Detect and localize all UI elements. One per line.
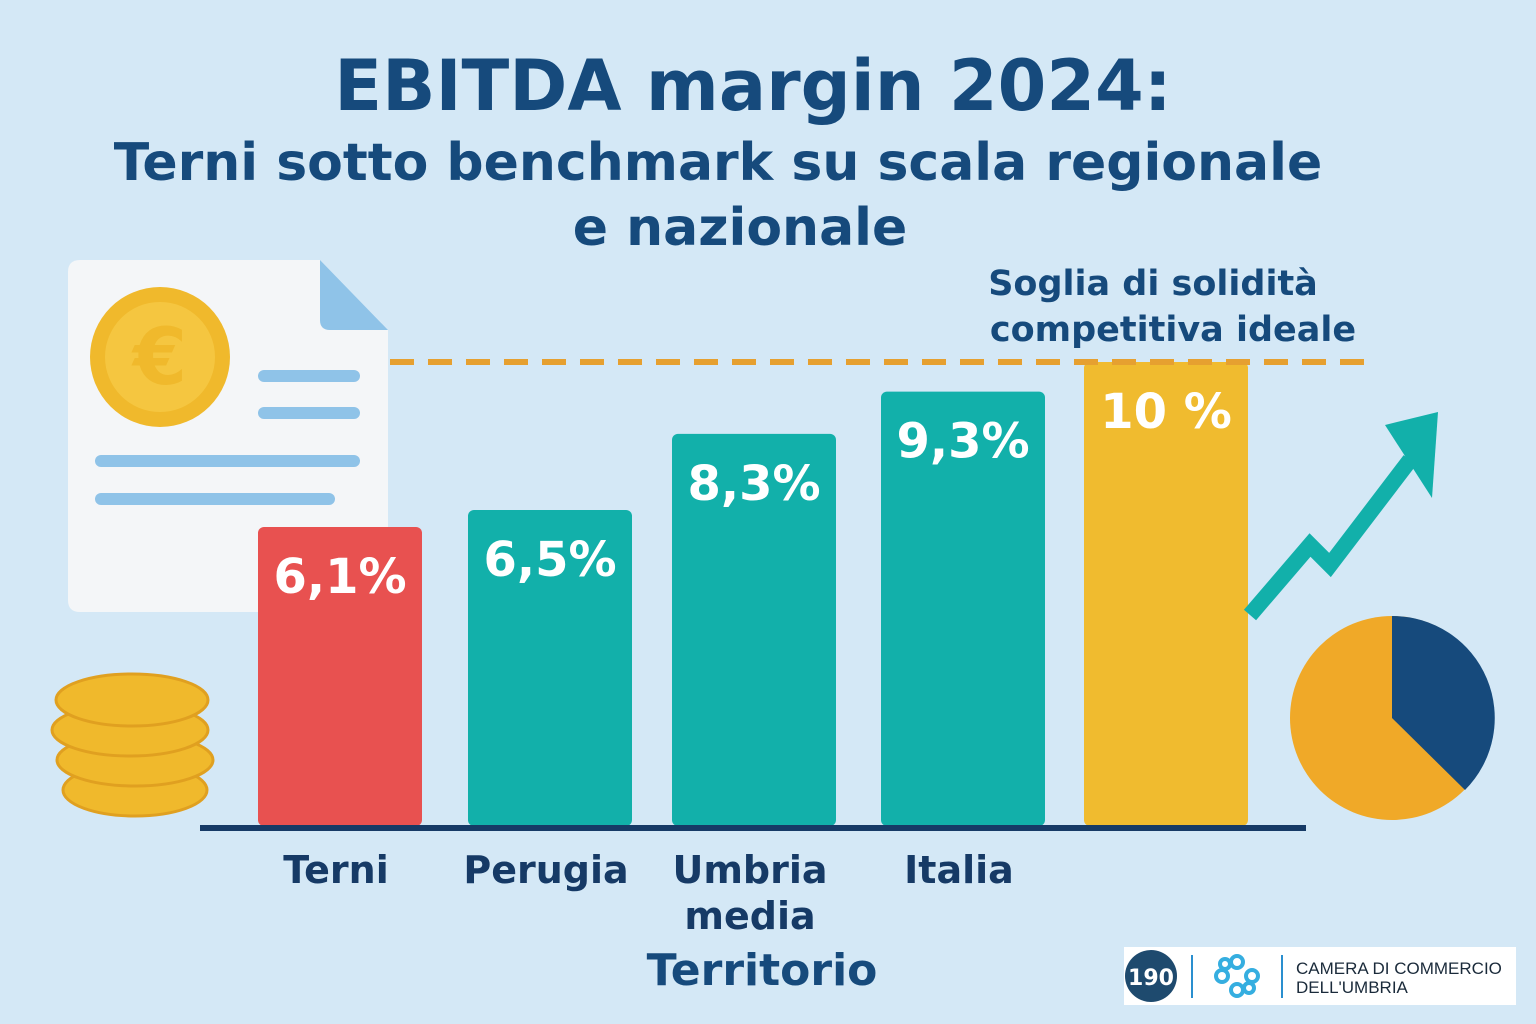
x-tick-label-1: Perugia bbox=[463, 848, 628, 892]
threshold-label-line2: competitiva ideale bbox=[990, 310, 1356, 350]
logo-badge: 190 bbox=[1128, 966, 1174, 991]
bar-4 bbox=[1084, 362, 1248, 826]
svg-text:€: € bbox=[131, 313, 187, 403]
trend-arrow-icon bbox=[1243, 412, 1438, 621]
data-label-0: 6,1% bbox=[273, 549, 406, 605]
data-label-1: 6,5% bbox=[483, 532, 616, 588]
camera-commercio-logo: 190 CAMERA DI COMMERCIO DELL'UMBRIA bbox=[1124, 947, 1516, 1005]
data-label-3: 9,3% bbox=[896, 414, 1029, 470]
bar-1 bbox=[468, 510, 632, 826]
chart-title: EBITDA margin 2024: bbox=[334, 45, 1171, 127]
bar-0 bbox=[258, 526, 422, 826]
pie-chart-icon bbox=[1290, 615, 1495, 820]
threshold-label-line1: Soglia di solidità bbox=[988, 264, 1318, 304]
logo-org-line2: DELL'UMBRIA bbox=[1296, 978, 1409, 997]
bar-2 bbox=[672, 433, 836, 826]
x-tick-label-3: Italia bbox=[904, 848, 1014, 892]
data-label-2: 8,3% bbox=[687, 456, 820, 512]
chart-subtitle-line2: e nazionale bbox=[573, 198, 908, 258]
logo-org-line1: CAMERA DI COMMERCIO bbox=[1296, 959, 1502, 978]
chart-subtitle-line1: Terni sotto benchmark su scala regionale bbox=[114, 133, 1322, 193]
x-tick-label-0: Terni bbox=[283, 848, 388, 892]
bar-3 bbox=[881, 391, 1045, 826]
coin-stack-icon bbox=[50, 672, 215, 818]
data-label-4: 10 % bbox=[1100, 384, 1232, 440]
x-tick-label-2: Umbria bbox=[672, 848, 827, 892]
euro-document-icon: € bbox=[68, 260, 388, 612]
x-axis-label: Territorio bbox=[647, 945, 878, 996]
x-tick-label-2: media bbox=[684, 894, 815, 938]
